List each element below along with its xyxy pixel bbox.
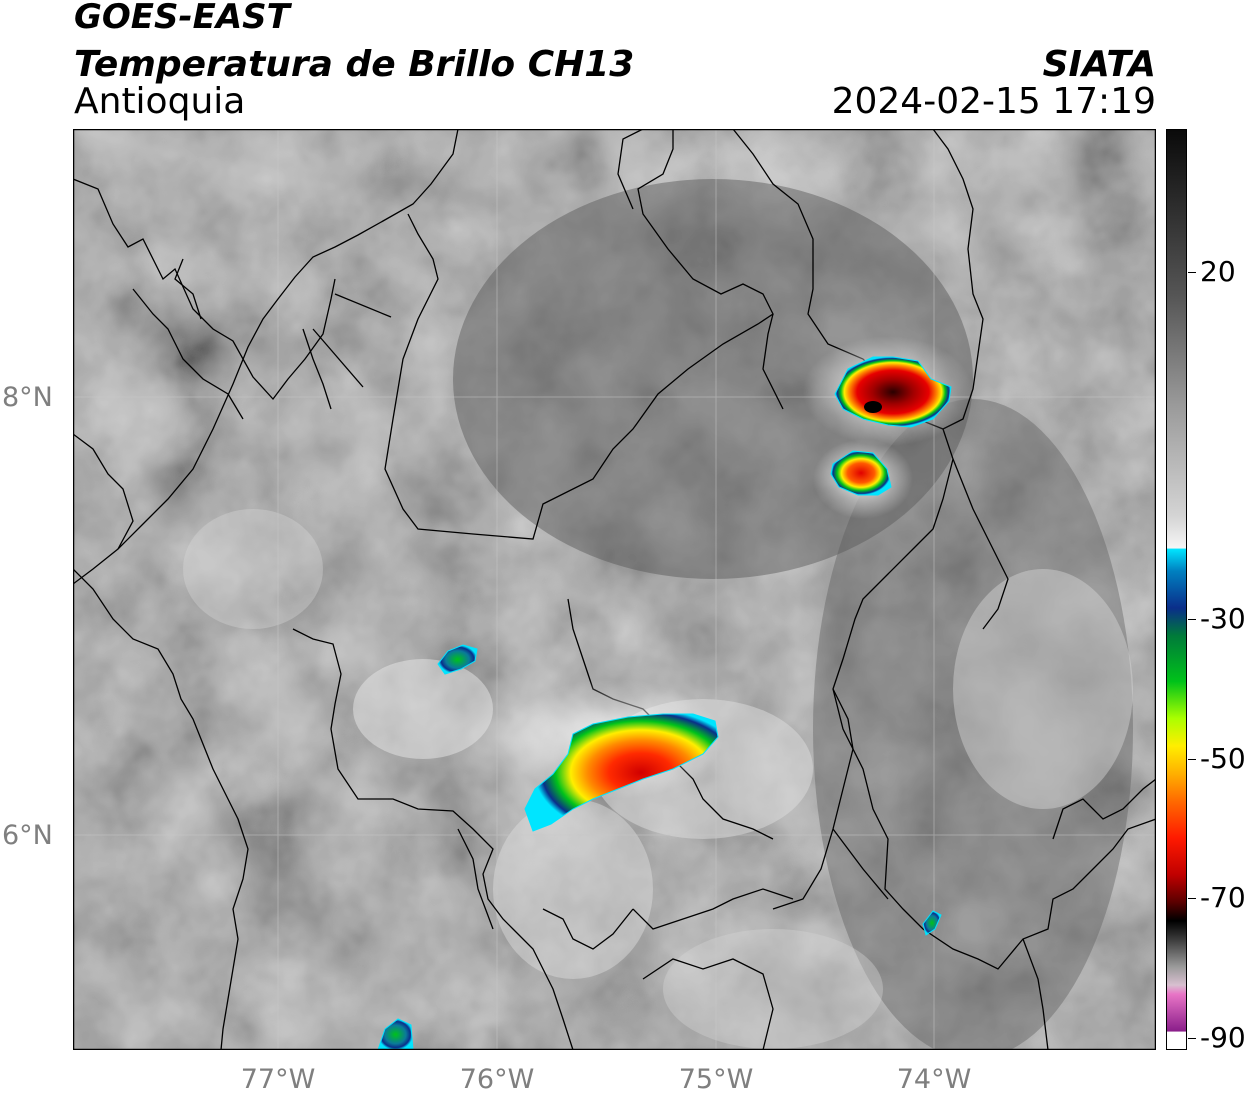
convective-cell-central[interactable] bbox=[524, 713, 719, 832]
convective-cell-northeast[interactable] bbox=[834, 356, 952, 428]
temperature-colorbar bbox=[1166, 129, 1187, 1050]
lon-label-74w: 74°W bbox=[896, 1064, 972, 1095]
brand-label: SIATA bbox=[1042, 44, 1156, 85]
cloud-patch bbox=[183, 509, 323, 629]
map-frame bbox=[73, 129, 1156, 1050]
satellite-map[interactable] bbox=[73, 129, 1156, 1050]
colorbar-tick-minus90: -90 bbox=[1200, 1021, 1246, 1054]
cloud-texture bbox=[73, 129, 1156, 1050]
region-label: Antioquia bbox=[74, 81, 246, 122]
warm-region-east bbox=[813, 399, 1133, 1050]
cloud-patch bbox=[953, 569, 1133, 809]
cloud-patch bbox=[353, 659, 493, 759]
colorbar-tick-mark bbox=[1188, 619, 1196, 620]
small-cell-southeast[interactable] bbox=[922, 910, 942, 936]
small-cell-southwest[interactable] bbox=[377, 1018, 414, 1050]
colorbar-tick-mark bbox=[1188, 272, 1196, 273]
colorbar-tick-minus30: -30 bbox=[1200, 602, 1246, 635]
colorbar-tick-minus50: -50 bbox=[1200, 742, 1246, 775]
colorbar-tick-mark bbox=[1188, 1038, 1196, 1039]
datetime-label: 2024-02-15 17:19 bbox=[831, 81, 1156, 122]
colorbar-tick-mark bbox=[1188, 759, 1196, 760]
colorbar-tick-20: 20 bbox=[1200, 255, 1236, 288]
lon-label-76w: 76°W bbox=[459, 1064, 535, 1095]
lat-label-6n: 6°N bbox=[2, 820, 53, 851]
lat-label-8n: 8°N bbox=[2, 382, 53, 413]
colorbar-tick-mark bbox=[1188, 898, 1196, 899]
small-cell-west[interactable] bbox=[437, 644, 478, 675]
lon-label-75w: 75°W bbox=[678, 1064, 754, 1095]
gridlines bbox=[73, 129, 1156, 1050]
cloud-patch bbox=[663, 929, 883, 1049]
product-title: GOES-EAST bbox=[74, 0, 290, 37]
colorbar-tick-minus70: -70 bbox=[1200, 881, 1246, 914]
boundaries bbox=[73, 129, 1156, 1050]
variable-title: Temperatura de Brillo CH13 bbox=[74, 44, 635, 85]
convective-cell-east[interactable] bbox=[830, 450, 892, 496]
coldest-core bbox=[864, 401, 882, 413]
cloud-patch bbox=[493, 799, 653, 979]
lon-label-77w: 77°W bbox=[240, 1064, 316, 1095]
